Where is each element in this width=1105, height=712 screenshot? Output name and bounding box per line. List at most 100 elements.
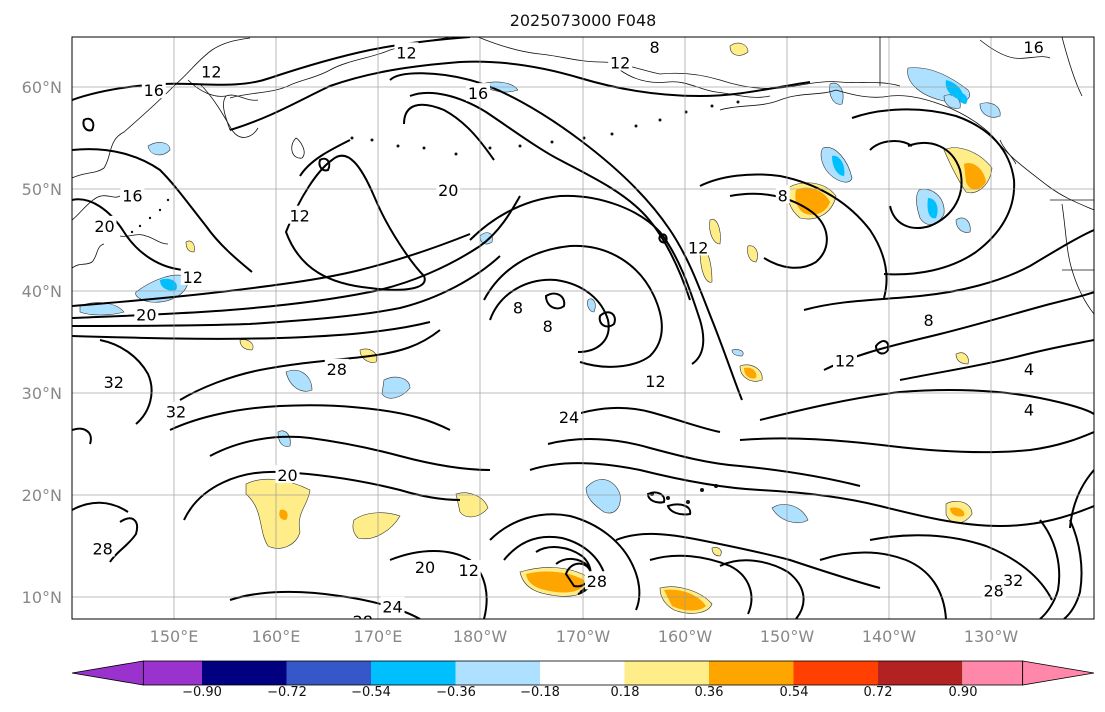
- contour-label-background: [350, 611, 375, 619]
- contour-label: 8: [924, 311, 934, 330]
- lat-label-60n: 60°N: [22, 78, 62, 97]
- contour-label-background: [584, 571, 609, 590]
- contour-label-background: [540, 315, 555, 334]
- contour-label-background: [833, 350, 858, 369]
- colorbar-max-extend: [1022, 660, 1095, 686]
- colorbar-tick-6: 0.18: [611, 685, 640, 700]
- lon-label-150w: 150°W: [760, 627, 815, 646]
- colorbar-segment: [878, 661, 963, 685]
- contour-label: 16: [1023, 38, 1043, 57]
- colorbar-tick-3: −0.54: [351, 685, 391, 700]
- lon-label-130w: 130°W: [964, 627, 1019, 646]
- contour-label-background: [436, 180, 461, 199]
- colorbar-segment: [202, 661, 287, 685]
- contour-label: 12: [688, 238, 708, 257]
- contour-label-background: [647, 37, 662, 56]
- colorbar: −0.90 −0.72 −0.54 −0.36 −0.18 0.18 0.36 …: [71, 660, 1095, 700]
- contour-label: 12: [835, 352, 855, 371]
- contour-label: 4: [1024, 401, 1034, 420]
- contour-label-background: [1021, 358, 1036, 377]
- colorbar-min-extend: [71, 660, 144, 686]
- contour-label-background: [643, 371, 668, 390]
- lat-label-30n: 30°N: [22, 384, 62, 403]
- contour-label-background: [466, 83, 491, 102]
- lon-label-180w: 180°W: [453, 627, 508, 646]
- lon-label-170w: 170°W: [556, 627, 611, 646]
- colorbar-segment: [624, 661, 709, 685]
- contour-label: 28: [587, 572, 607, 591]
- contour-label: 20: [94, 217, 114, 236]
- contour-label: 8: [513, 299, 523, 318]
- lon-label-160w: 160°W: [658, 627, 713, 646]
- coastlines: [72, 37, 1094, 315]
- contour-label: 20: [415, 558, 435, 577]
- contour-label: 28: [92, 540, 112, 559]
- lat-label-20n: 20°N: [22, 486, 62, 505]
- contour-label: 12: [201, 63, 221, 82]
- contour-label-background: [775, 185, 790, 204]
- contour-label: 32: [104, 373, 124, 392]
- lon-label-160e: 160°E: [252, 627, 301, 646]
- gridlines: [72, 37, 1094, 619]
- map-frame: [71, 36, 1095, 620]
- lat-label-10n: 10°N: [22, 588, 62, 607]
- longitude-labels: 150°E 160°E 170°E 180°W 170°W 160°W 150°…: [150, 627, 1019, 646]
- colorbar-tick-2: −0.72: [267, 685, 307, 700]
- contour-label-background: [1021, 399, 1036, 418]
- lat-label-50n: 50°N: [22, 180, 62, 199]
- contour-label: 8: [649, 38, 659, 57]
- colorbar-segment: [455, 661, 540, 685]
- contour-label-background: [1001, 570, 1026, 589]
- colorbar-segment: [286, 661, 371, 685]
- contour-label: 4: [1024, 360, 1034, 379]
- colorbar-segment: [540, 661, 625, 685]
- colorbar-tick-7: 0.36: [695, 685, 724, 700]
- contour-label-background: [92, 215, 117, 234]
- contour-label-background: [921, 309, 936, 328]
- colorbar-segment: [963, 661, 1023, 685]
- colorbar-frame: [142, 660, 1024, 686]
- contour-lines: [72, 37, 1094, 619]
- colorbar-segment: [709, 661, 794, 685]
- contour-label: 32: [1003, 571, 1023, 590]
- contour-label: 12: [459, 561, 479, 580]
- colorbar-segment: [371, 661, 456, 685]
- figure-title: 2025073000 F048: [510, 11, 657, 30]
- contour-label-background: [90, 538, 115, 557]
- contour-label-background: [1021, 37, 1046, 56]
- lon-label-140w: 140°W: [862, 627, 917, 646]
- contour-label: 16: [144, 81, 164, 100]
- colorbar-segment: [143, 661, 202, 685]
- contour-label-background: [510, 297, 525, 316]
- contour-label: 12: [289, 207, 309, 226]
- contour-label-background: [134, 304, 159, 323]
- colorbar-tick-4: −0.36: [436, 685, 476, 700]
- colorbar-segment: [793, 661, 878, 685]
- contour-label-background: [220, 617, 245, 619]
- strong-negative-anomaly-shading: [160, 80, 968, 291]
- contour-label-background: [557, 406, 582, 425]
- contour-label: 20: [438, 181, 458, 200]
- contour-label-background: [275, 465, 300, 484]
- contour-label: 16: [468, 84, 488, 103]
- latitude-labels: 60°N 50°N 40°N 30°N 20°N 10°N: [22, 78, 62, 607]
- contour-label: 20: [136, 306, 156, 325]
- lon-label-150e: 150°E: [150, 627, 199, 646]
- contour-label: 12: [396, 43, 416, 62]
- contour-label-background: [141, 80, 166, 99]
- contour-label-background: [380, 596, 405, 615]
- contour-label-background: [164, 401, 189, 420]
- contour-label-background: [608, 52, 633, 71]
- contour-label-background: [413, 556, 438, 575]
- contour-label: 8: [778, 186, 788, 205]
- colorbar-tick-10: 0.90: [949, 685, 978, 700]
- colorbar-segments: [71, 660, 1095, 686]
- contour-label: 12: [645, 372, 665, 391]
- contour-label: 20: [277, 466, 297, 485]
- contour-label: 16: [122, 186, 142, 205]
- colorbar-tick-8: 0.54: [780, 685, 809, 700]
- contour-label: 12: [183, 268, 203, 287]
- contour-label-background: [981, 580, 1006, 599]
